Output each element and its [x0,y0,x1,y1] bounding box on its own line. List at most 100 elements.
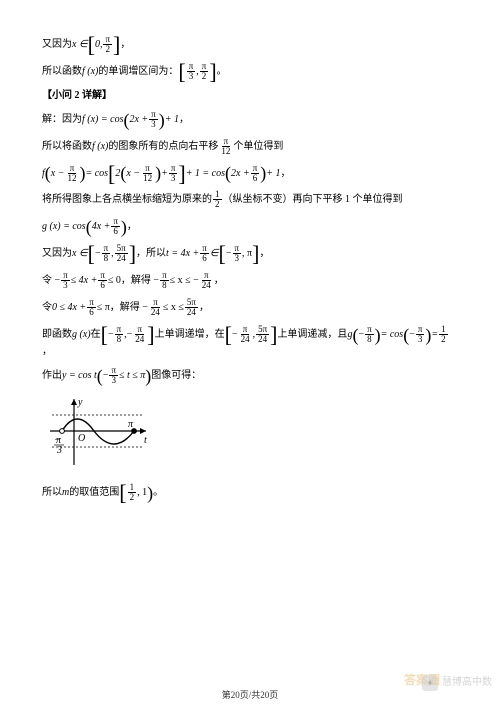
frac-pi6: π6 [111,217,120,237]
line-2: 所以函数 f (x) 的单调增区间为： [ π3 , π2 ] 。 [42,62,458,82]
bracket: ] [113,35,120,55]
frac-pi6: π6 [200,244,209,264]
math: ∈ [210,247,219,261]
text: ， [127,220,137,234]
frac-pi24: π24 [149,298,162,318]
frac-5pi24: 5π24 [256,325,269,345]
text: ， [42,345,52,359]
line-1: 又因为 x ∈ [ 0, π2 ] ， [42,35,458,55]
text: 作出 [42,369,62,383]
frac-half: 12 [128,483,137,503]
text: ， [259,247,269,261]
math: x ∈ [72,247,88,261]
math: g (x) = cos [42,220,86,234]
frac-pi6: π6 [87,298,96,318]
text: 又因为 [42,38,72,52]
text: 个单位得到 [233,140,283,154]
frac-pi3: π3 [149,110,158,130]
cosine-graph: ytO−π3π [42,393,458,476]
bracket: [ [119,483,126,503]
math: 0, [95,38,103,52]
text: 的单调增区间为： [98,65,178,79]
text: ， [214,274,224,288]
svg-text:O: O [78,433,85,444]
text: ，所以 [136,247,166,261]
frac-pi3: π3 [109,366,118,386]
math: = cos [85,167,108,181]
text: ≤ x ≤ − [170,274,199,288]
math: 2x + [129,113,148,127]
line-11: 令 0 ≤ 4x + π6 ≤ π，解得 − π24 ≤ x ≤ 5π24 ， [42,298,458,318]
watermark: ✦ 慧博高中数 [422,675,492,691]
frac-pi24: π24 [200,271,213,291]
wechat-icon: ✦ [422,675,438,691]
math: m [62,486,69,500]
bracket: ] [270,325,277,345]
text: 上单调递增，在 [155,328,225,342]
svg-text:3: 3 [56,445,62,456]
math: = [431,328,438,342]
frac-half: 12 [439,325,448,345]
bracket: ] [147,325,154,345]
bracket: [ [101,325,108,345]
math: + 1 [165,113,179,127]
bracket: [ [88,35,95,55]
svg-text:t: t [144,435,147,446]
bracket: ] [252,244,259,264]
text: 将所得图象上各点横坐标缩短为原来的 [42,193,212,207]
math: 2x + [231,167,250,181]
frac-pi12: π12 [65,164,78,184]
text: 的图象所有的点向右平移 [108,140,218,154]
frac-pi2: π2 [200,62,209,82]
frac-pi6: π6 [251,164,260,184]
line-10: 令 − π3 ≤ 4x + π6 ≤ 0，解得 − π8 ≤ x ≤ − π24… [42,271,458,291]
text: 所以将函数 [42,140,92,154]
text: （纵坐标不变）再向下平移 1 个单位得到 [223,193,403,207]
bracket: ] [129,244,136,264]
math: g (x) [72,328,91,342]
math: t = 4x + [166,247,199,261]
frac-pi3: π3 [187,62,196,82]
line-5: 所以将函数 f (x) 的图象所有的点向右平移 π12 个单位得到 [42,137,458,157]
bracket: [ [219,244,226,264]
text: 又因为 [42,247,72,261]
math: x − [51,167,65,181]
text: 的取值范围 [69,486,119,500]
frac-pi12: π12 [219,137,232,157]
subheading: 【小问 2 详解】 [42,89,458,103]
math: f (x) = cos [82,113,123,127]
frac-pi12: π12 [141,164,154,184]
frac-pi8: π8 [115,325,124,345]
text: 。 [217,65,227,79]
page-footer: 第20页/共20页 [0,689,500,702]
math: y = cos t [62,369,97,383]
text: ， [179,113,189,127]
math: x − [126,167,140,181]
frac-half: 12 [213,190,222,210]
math: = cos [381,328,404,342]
bracket: ] [209,62,216,82]
text: 解：因为 [42,113,82,127]
frac-pi6: π6 [98,271,107,291]
math: 4x + [92,220,111,234]
frac-pi8: π8 [365,325,374,345]
math: + 1 = cos [186,167,225,181]
frac-pi24: π24 [239,325,252,345]
frac-pi3: π3 [169,164,178,184]
text: 所以 [42,486,62,500]
line-9: 又因为 x ∈ [ −π8 , 5π24 ] ，所以 t = 4x + π6 ∈… [42,244,458,264]
text: 令 [42,301,52,315]
text: 【小问 2 详解】 [42,89,112,103]
line-4: 解：因为 f (x) = cos ( 2x + π3 ) + 1 ， [42,110,458,130]
text: ≤ π，解得 − [97,301,148,315]
math: + [161,167,168,181]
frac-pi3: π3 [61,271,70,291]
bracket: [ [108,164,115,184]
text: 图像可得： [151,369,201,383]
line-14: 所以 m 的取值范围 [ 12 , 1 ) 。 [42,483,458,503]
math: f (x) [82,65,98,79]
graph-svg: ytO−π3π [42,393,152,471]
text: 所以函数 [42,65,82,79]
frac-5pi24: 5π24 [185,298,198,318]
math: f (x) [92,140,108,154]
